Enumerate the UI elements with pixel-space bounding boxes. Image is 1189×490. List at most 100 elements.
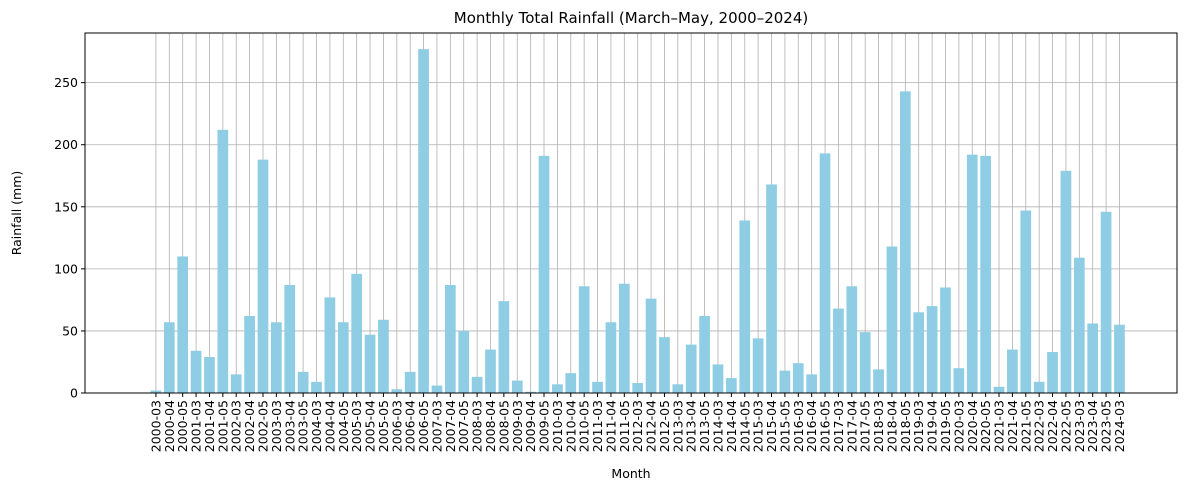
x-tick-label-71: 2023-05 bbox=[1099, 400, 1114, 452]
bar-2015-05 bbox=[779, 370, 791, 393]
bar-2011-05 bbox=[618, 283, 630, 393]
bar-2014-03 bbox=[712, 364, 724, 393]
x-tick-label-61: 2020-04 bbox=[965, 400, 980, 452]
x-tick-label-62: 2020-05 bbox=[978, 400, 993, 452]
x-tick-label-54: 2018-03 bbox=[871, 400, 886, 452]
bar-2012-03 bbox=[632, 383, 644, 393]
bar-2013-05 bbox=[699, 316, 710, 393]
bar-2008-05 bbox=[498, 301, 510, 393]
x-tick-label-49: 2016-04 bbox=[804, 400, 819, 452]
bar-2023-04 bbox=[1087, 323, 1099, 393]
bar-2000-03 bbox=[150, 390, 162, 393]
bar-2003-03 bbox=[271, 322, 282, 393]
bar-2000-04 bbox=[163, 322, 175, 393]
bar-2014-04 bbox=[726, 378, 737, 393]
x-tick-label-1: 2000-04 bbox=[162, 400, 177, 452]
x-tick-label-64: 2021-04 bbox=[1005, 400, 1020, 452]
bar-2022-03 bbox=[1033, 381, 1045, 393]
bar-2001-05 bbox=[217, 129, 229, 394]
bar-2010-05 bbox=[578, 286, 590, 393]
bar-2004-03 bbox=[311, 381, 322, 393]
x-tick-label-60: 2020-03 bbox=[951, 400, 966, 452]
x-tick-label-26: 2008-05 bbox=[496, 400, 511, 452]
bar-2010-03 bbox=[552, 384, 563, 393]
x-tick-label-28: 2009-04 bbox=[523, 400, 538, 452]
bar-2012-05 bbox=[659, 337, 670, 393]
y-tick-label-2: 100 bbox=[54, 261, 78, 276]
bar-2016-05 bbox=[819, 153, 831, 393]
x-tick-label-50: 2016-05 bbox=[818, 400, 833, 452]
x-tick-label-65: 2021-05 bbox=[1018, 400, 1033, 452]
x-tick-label-51: 2017-03 bbox=[831, 400, 846, 452]
x-tick-label-4: 2001-04 bbox=[202, 400, 217, 452]
x-tick-label-16: 2005-04 bbox=[363, 400, 378, 452]
x-tick-label-25: 2008-04 bbox=[483, 400, 498, 452]
bar-2004-05 bbox=[337, 322, 349, 393]
bar-2005-04 bbox=[364, 334, 376, 393]
bar-2002-05 bbox=[257, 159, 269, 393]
bar-2018-04 bbox=[886, 246, 898, 393]
y-tick-label-1: 50 bbox=[62, 323, 78, 338]
bar-2022-05 bbox=[1060, 170, 1072, 393]
y-axis-label: Rainfall (mm) bbox=[9, 171, 24, 256]
bar-2011-04 bbox=[605, 322, 617, 393]
x-tick-label-14: 2004-05 bbox=[336, 400, 351, 452]
bar-2009-03 bbox=[511, 380, 523, 393]
x-tick-label-33: 2011-03 bbox=[590, 400, 605, 452]
bar-2009-05 bbox=[538, 155, 550, 393]
x-tick-label-56: 2018-05 bbox=[898, 400, 913, 452]
y-tick-label-3: 150 bbox=[54, 199, 78, 214]
y-tick-label-4: 200 bbox=[54, 137, 78, 152]
x-tick-label-63: 2021-03 bbox=[992, 400, 1007, 452]
x-tick-label-66: 2022-03 bbox=[1032, 400, 1047, 452]
bar-2010-04 bbox=[565, 373, 577, 393]
bar-2019-04 bbox=[926, 306, 938, 393]
axes-frame bbox=[84, 32, 1178, 394]
bar-2002-04 bbox=[244, 316, 255, 393]
bar-2022-04 bbox=[1047, 352, 1058, 393]
x-tick-label-30: 2010-03 bbox=[550, 400, 565, 452]
x-tick-label-38: 2012-05 bbox=[657, 400, 672, 452]
x-tick-label-53: 2017-05 bbox=[858, 400, 873, 452]
x-tick-label-57: 2019-03 bbox=[911, 400, 926, 452]
bar-2005-03 bbox=[351, 273, 363, 393]
bar-2016-03 bbox=[792, 363, 804, 393]
x-tick-label-17: 2005-05 bbox=[376, 400, 391, 452]
bar-2001-03 bbox=[190, 350, 202, 393]
bar-2005-05 bbox=[378, 319, 389, 393]
bar-2015-03 bbox=[752, 338, 764, 393]
bar-2016-04 bbox=[806, 374, 818, 393]
bar-2013-03 bbox=[672, 384, 684, 393]
x-tick-label-9: 2003-03 bbox=[269, 400, 284, 452]
x-tick-label-42: 2014-03 bbox=[710, 400, 725, 452]
x-tick-label-31: 2010-04 bbox=[563, 400, 578, 452]
bar-2021-04 bbox=[1007, 349, 1018, 393]
x-tick-label-24: 2008-03 bbox=[470, 400, 485, 452]
x-tick-label-19: 2006-04 bbox=[403, 400, 418, 452]
x-tick-label-34: 2011-04 bbox=[603, 400, 618, 452]
x-tick-label-23: 2007-05 bbox=[456, 400, 471, 452]
bar-2012-04 bbox=[645, 298, 657, 393]
bar-2021-05 bbox=[1020, 210, 1032, 393]
x-tick-label-29: 2009-05 bbox=[537, 400, 552, 452]
x-tick-label-44: 2014-05 bbox=[737, 400, 752, 452]
x-tick-label-10: 2003-04 bbox=[282, 400, 297, 452]
x-tick-label-43: 2014-04 bbox=[724, 400, 739, 452]
bar-2007-04 bbox=[444, 285, 456, 393]
x-tick-label-69: 2023-03 bbox=[1072, 400, 1087, 452]
x-tick-label-8: 2002-05 bbox=[255, 400, 270, 452]
bar-2020-04 bbox=[966, 154, 978, 393]
x-tick-label-58: 2019-04 bbox=[925, 400, 940, 452]
x-tick-label-13: 2004-04 bbox=[322, 400, 337, 452]
x-tick-label-12: 2004-03 bbox=[309, 400, 324, 452]
x-tick-label-32: 2010-05 bbox=[577, 400, 592, 452]
x-tick-label-52: 2017-04 bbox=[844, 400, 859, 452]
bar-2000-05 bbox=[177, 256, 189, 393]
x-tick-label-59: 2019-05 bbox=[938, 400, 953, 452]
bar-2003-05 bbox=[297, 371, 309, 393]
y-tick-label-0: 0 bbox=[70, 386, 78, 401]
x-tick-label-15: 2005-03 bbox=[349, 400, 364, 452]
bar-2008-04 bbox=[485, 349, 496, 393]
bar-2006-04 bbox=[404, 371, 416, 393]
